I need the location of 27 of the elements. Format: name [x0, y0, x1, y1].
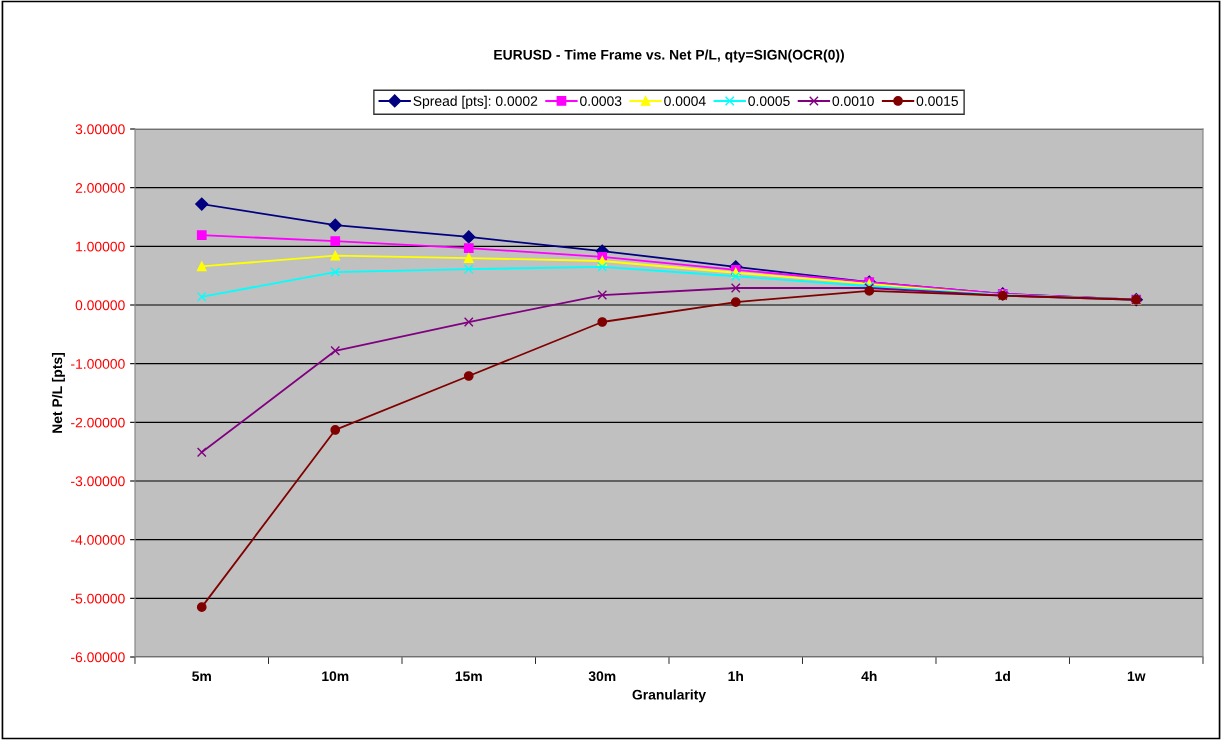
y-tick-label: -2.00000	[71, 417, 125, 428]
y-tick-label: 1.00000	[76, 241, 125, 252]
legend-label: 0.0005	[748, 96, 790, 106]
y-tick-label: 0.00000	[75, 300, 125, 311]
x-tick-label: 30m	[588, 671, 616, 682]
legend-label: 0.0003	[580, 96, 622, 106]
x-axis-title: Granularity	[632, 689, 706, 703]
y-tick-label: 2.00000	[75, 183, 125, 193]
legend-label: 0.0010	[832, 96, 874, 106]
y-tick-label: -3.00000	[71, 476, 125, 487]
x-tick-label: 1w	[1127, 671, 1146, 681]
chart-title: EURUSD - Time Frame vs. Net P/L, qty=SIGN(OCR(0))	[494, 49, 844, 63]
x-tick-label: 10m	[322, 671, 349, 682]
y-axis-title: Net P/L [pts]	[51, 353, 65, 433]
y-tick-label: -5.00000	[71, 593, 125, 604]
y-tick-label: -4.00000	[71, 535, 125, 545]
x-tick-label: 1d	[995, 670, 1010, 682]
y-tick-label: -6.00000	[71, 652, 125, 663]
y-tick-label: -1.00000	[71, 359, 125, 369]
legend-label: Spread [pts]: 0.0002	[413, 95, 538, 109]
x-tick-label: 5m	[192, 671, 211, 682]
x-tick-label: 15m	[455, 671, 482, 682]
x-tick-label: 1h	[728, 670, 743, 681]
legend-label: 0.0004	[664, 96, 706, 106]
y-tick-label: 3.00000	[75, 124, 125, 135]
x-tick-label: 4h	[861, 670, 877, 681]
legend-label: 0.0015	[916, 96, 958, 106]
